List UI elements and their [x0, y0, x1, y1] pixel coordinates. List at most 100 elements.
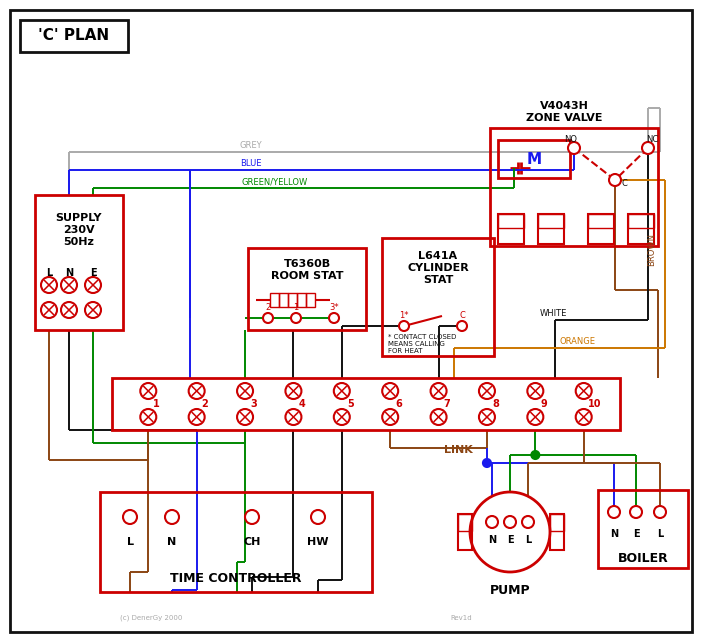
Circle shape: [140, 409, 157, 425]
Circle shape: [245, 510, 259, 524]
Text: E: E: [90, 268, 96, 278]
Text: L: L: [46, 268, 52, 278]
Text: E: E: [633, 529, 640, 539]
Text: L641A
CYLINDER
STAT: L641A CYLINDER STAT: [407, 251, 469, 285]
Text: C: C: [459, 312, 465, 320]
Circle shape: [237, 409, 253, 425]
Circle shape: [608, 506, 620, 518]
Bar: [35, 195, 123, 330]
Text: 9: 9: [541, 399, 547, 409]
Bar: [458, 514, 472, 531]
Text: V4043H
ZONE VALVE: V4043H ZONE VALVE: [526, 101, 602, 123]
Circle shape: [522, 516, 534, 528]
Text: 7: 7: [444, 399, 450, 409]
Circle shape: [329, 313, 339, 323]
Bar: [288, 293, 297, 307]
Bar: [628, 214, 654, 228]
Text: NO: NO: [564, 135, 578, 144]
Circle shape: [311, 510, 325, 524]
Text: 5: 5: [347, 399, 354, 409]
Text: 8: 8: [492, 399, 499, 409]
Bar: [498, 214, 524, 244]
Circle shape: [382, 409, 398, 425]
Circle shape: [61, 302, 77, 318]
Circle shape: [630, 506, 642, 518]
Text: 'C' PLAN: 'C' PLAN: [39, 28, 110, 44]
Text: HW: HW: [307, 537, 329, 547]
Text: 2: 2: [265, 303, 271, 313]
Circle shape: [576, 409, 592, 425]
Bar: [279, 293, 288, 307]
Circle shape: [486, 516, 498, 528]
Bar: [598, 490, 688, 568]
Bar: [100, 492, 372, 592]
Circle shape: [61, 277, 77, 293]
Text: SUPPLY
230V
50Hz: SUPPLY 230V 50Hz: [55, 213, 102, 247]
Circle shape: [479, 409, 495, 425]
Circle shape: [165, 510, 179, 524]
Text: ORANGE: ORANGE: [560, 338, 596, 347]
Circle shape: [291, 313, 301, 323]
Text: 4: 4: [298, 399, 305, 409]
Text: Rev1d: Rev1d: [450, 615, 472, 621]
Text: * CONTACT CLOSED
MEANS CALLING
FOR HEAT: * CONTACT CLOSED MEANS CALLING FOR HEAT: [388, 334, 456, 354]
Text: BOILER: BOILER: [618, 551, 668, 565]
Bar: [498, 140, 570, 178]
Circle shape: [504, 516, 516, 528]
Text: LINK: LINK: [444, 445, 473, 455]
Bar: [248, 248, 366, 330]
Text: N: N: [610, 529, 618, 539]
Circle shape: [527, 409, 543, 425]
Text: N: N: [65, 268, 73, 278]
Circle shape: [286, 383, 301, 399]
Circle shape: [140, 383, 157, 399]
Text: 1*: 1*: [399, 312, 409, 320]
Text: C: C: [621, 178, 627, 188]
Bar: [538, 214, 564, 244]
Bar: [297, 293, 306, 307]
Text: GREEN/YELLOW: GREEN/YELLOW: [242, 178, 308, 187]
Bar: [588, 214, 614, 228]
Circle shape: [286, 409, 301, 425]
Text: L: L: [126, 537, 133, 547]
Text: WHITE: WHITE: [540, 310, 567, 319]
Text: BLUE: BLUE: [240, 160, 262, 169]
Circle shape: [430, 409, 446, 425]
Circle shape: [483, 459, 491, 467]
Circle shape: [430, 383, 446, 399]
Text: 1: 1: [293, 303, 298, 313]
Circle shape: [123, 510, 137, 524]
Text: NC: NC: [646, 135, 658, 144]
Circle shape: [470, 492, 550, 572]
Bar: [550, 514, 564, 550]
Circle shape: [41, 277, 57, 293]
Bar: [382, 238, 494, 356]
Circle shape: [576, 383, 592, 399]
Text: 3: 3: [250, 399, 257, 409]
Text: L: L: [657, 529, 663, 539]
Circle shape: [263, 313, 273, 323]
Bar: [550, 514, 564, 531]
Circle shape: [189, 409, 205, 425]
Circle shape: [237, 383, 253, 399]
Text: (c) DenerGy 2000: (c) DenerGy 2000: [120, 615, 183, 621]
Circle shape: [41, 302, 57, 318]
Text: 1: 1: [153, 399, 160, 409]
Text: N: N: [488, 535, 496, 545]
Circle shape: [527, 383, 543, 399]
Bar: [270, 293, 279, 307]
Circle shape: [568, 142, 580, 154]
Text: L: L: [525, 535, 531, 545]
Bar: [538, 214, 564, 228]
Bar: [490, 128, 658, 246]
Text: 10: 10: [588, 399, 601, 409]
Bar: [628, 214, 654, 244]
Text: CH: CH: [244, 537, 260, 547]
Circle shape: [399, 321, 409, 331]
Text: BROWN: BROWN: [647, 233, 656, 267]
Bar: [306, 293, 315, 307]
Circle shape: [457, 321, 467, 331]
Text: GREY: GREY: [240, 142, 263, 151]
Circle shape: [479, 383, 495, 399]
Bar: [588, 214, 614, 244]
